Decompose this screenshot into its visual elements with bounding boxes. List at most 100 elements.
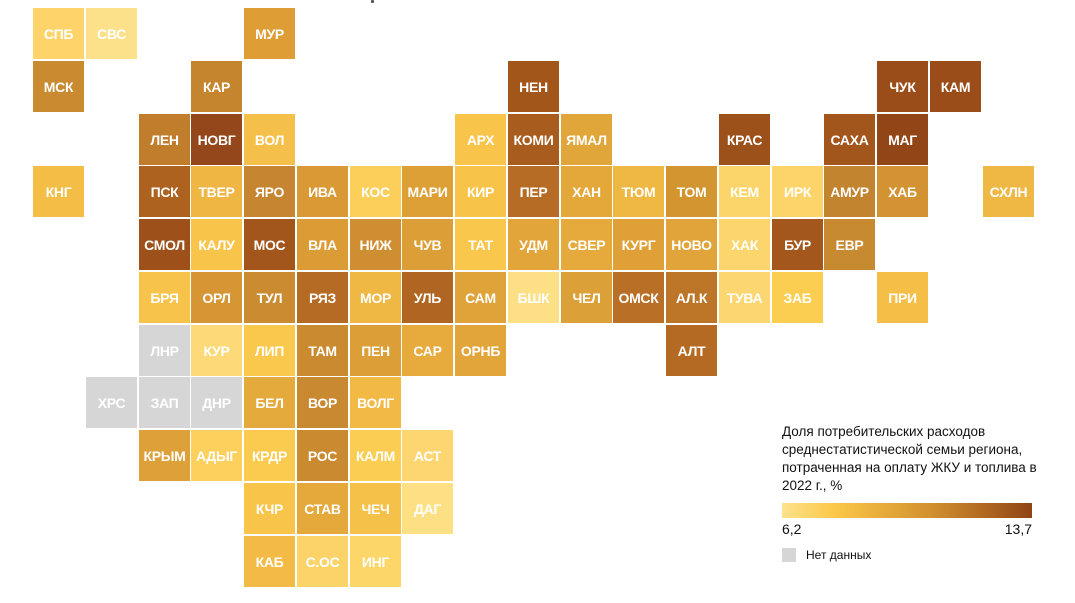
region-tile[interactable]: ЧУВ	[402, 219, 453, 270]
region-tile[interactable]: ЛЕН	[139, 114, 190, 165]
region-tile[interactable]: ЧЕЛ	[561, 272, 612, 323]
region-tile[interactable]: ТАТ	[455, 219, 506, 270]
region-tile[interactable]: ПЕР	[508, 166, 559, 217]
region-tile[interactable]: ХАК	[719, 219, 770, 270]
region-tile-label: ОРНБ	[460, 342, 501, 359]
region-tile[interactable]: КНГ	[33, 166, 84, 217]
region-tile[interactable]: ТУЛ	[244, 272, 295, 323]
region-tile[interactable]: ПСК	[139, 166, 190, 217]
region-tile-label: ПСК	[150, 183, 179, 200]
region-tile[interactable]: РЯЗ	[297, 272, 348, 323]
region-tile-label: ИВА	[308, 183, 337, 200]
region-tile[interactable]: С.ОС	[297, 536, 348, 587]
region-tile[interactable]: АСТ	[402, 430, 453, 481]
region-tile[interactable]: КИР	[455, 166, 506, 217]
region-tile[interactable]: ИВА	[297, 166, 348, 217]
region-tile-label: АЛТ	[677, 342, 706, 359]
region-tile[interactable]: ЛНР	[139, 325, 190, 376]
region-tile[interactable]: ОРЛ	[191, 272, 242, 323]
region-tile[interactable]: МУР	[244, 8, 295, 59]
region-tile[interactable]: ОРНБ	[455, 325, 506, 376]
region-tile[interactable]: НОВГ	[191, 114, 242, 165]
legend-title: Доля потребительских расходов среднестат…	[782, 424, 1037, 493]
region-tile-label: ЧУК	[889, 78, 916, 95]
region-tile[interactable]: УДМ	[508, 219, 559, 270]
region-tile[interactable]: ДАГ	[402, 483, 453, 534]
region-tile[interactable]: АДЫГ	[191, 430, 242, 481]
region-tile[interactable]: КУР	[191, 325, 242, 376]
region-tile[interactable]: СПБ	[33, 8, 84, 59]
region-tile[interactable]: БШК	[508, 272, 559, 323]
region-tile[interactable]: МОР	[350, 272, 401, 323]
region-tile[interactable]: ЯМАЛ	[561, 114, 612, 165]
region-tile[interactable]: ЯРО	[244, 166, 295, 217]
region-tile[interactable]: СВС	[86, 8, 137, 59]
region-tile[interactable]: МАГ	[877, 114, 928, 165]
region-tile[interactable]: ОМСК	[613, 272, 664, 323]
region-tile[interactable]: ХАБ	[877, 166, 928, 217]
region-tile[interactable]: МСК	[33, 61, 84, 112]
region-tile[interactable]: АМУР	[824, 166, 875, 217]
region-tile[interactable]: ДНР	[191, 377, 242, 428]
region-tile[interactable]: СМОЛ	[139, 219, 190, 270]
region-tile[interactable]: ПРИ	[877, 272, 928, 323]
region-tile[interactable]: НЕН	[508, 61, 559, 112]
region-tile[interactable]: КРАС	[719, 114, 770, 165]
region-tile[interactable]: ИНГ	[350, 536, 401, 587]
region-tile[interactable]: ВЛА	[297, 219, 348, 270]
region-tile[interactable]: ТУВА	[719, 272, 770, 323]
region-tile[interactable]: ВОЛГ	[350, 377, 401, 428]
region-tile[interactable]: ЗАП	[139, 377, 190, 428]
region-tile[interactable]: САР	[402, 325, 453, 376]
region-tile[interactable]: ЧУК	[877, 61, 928, 112]
region-tile-label: ХАК	[730, 236, 759, 253]
region-tile[interactable]: АЛТ	[666, 325, 717, 376]
region-tile[interactable]: СВЕР	[561, 219, 612, 270]
region-tile[interactable]: ХРС	[86, 377, 137, 428]
region-tile-label: КРДР	[251, 447, 288, 464]
region-tile[interactable]: КЧР	[244, 483, 295, 534]
region-tile-label: ТВЕР	[198, 183, 235, 200]
region-tile[interactable]: АРХ	[455, 114, 506, 165]
region-tile[interactable]: ВОР	[297, 377, 348, 428]
region-tile[interactable]: МАРИ	[402, 166, 453, 217]
region-tile[interactable]: СХЛН	[983, 166, 1034, 217]
region-tile[interactable]: БУР	[772, 219, 823, 270]
region-tile[interactable]: ТЮМ	[613, 166, 664, 217]
region-tile[interactable]: НИЖ	[350, 219, 401, 270]
region-tile[interactable]: КОМИ	[508, 114, 559, 165]
region-tile[interactable]: УЛЬ	[402, 272, 453, 323]
region-tile[interactable]: КЕМ	[719, 166, 770, 217]
region-tile[interactable]: ТОМ	[666, 166, 717, 217]
region-tile[interactable]: ВОЛ	[244, 114, 295, 165]
region-tile[interactable]: КРДР	[244, 430, 295, 481]
region-tile[interactable]: ЛИП	[244, 325, 295, 376]
region-tile[interactable]: КУРГ	[613, 219, 664, 270]
region-tile[interactable]: ПЕН	[350, 325, 401, 376]
region-tile[interactable]: НОВО	[666, 219, 717, 270]
region-tile[interactable]: АЛ.К	[666, 272, 717, 323]
region-tile[interactable]: САХА	[824, 114, 875, 165]
region-tile[interactable]: ХАН	[561, 166, 612, 217]
region-tile[interactable]: ТВЕР	[191, 166, 242, 217]
region-tile[interactable]: КОС	[350, 166, 401, 217]
region-tile[interactable]: ЗАБ	[772, 272, 823, 323]
region-tile-label: УЛЬ	[413, 289, 442, 306]
region-tile[interactable]: РОС	[297, 430, 348, 481]
region-tile[interactable]: БЕЛ	[244, 377, 295, 428]
region-tile[interactable]: ТАМ	[297, 325, 348, 376]
region-tile[interactable]: КАЛМ	[350, 430, 401, 481]
region-tile[interactable]: КАБ	[244, 536, 295, 587]
region-tile[interactable]: СТАВ	[297, 483, 348, 534]
region-tile[interactable]: ЧЕЧ	[350, 483, 401, 534]
region-tile[interactable]: ИРК	[772, 166, 823, 217]
region-tile-label: КАЛУ	[198, 236, 235, 253]
region-tile[interactable]: КАЛУ	[191, 219, 242, 270]
region-tile[interactable]: БРЯ	[139, 272, 190, 323]
region-tile[interactable]: КАР	[191, 61, 242, 112]
region-tile[interactable]: САМ	[455, 272, 506, 323]
region-tile[interactable]: МОС	[244, 219, 295, 270]
region-tile[interactable]: КАМ	[930, 61, 981, 112]
region-tile[interactable]: КРЫМ	[139, 430, 190, 481]
region-tile[interactable]: ЕВР	[824, 219, 875, 270]
